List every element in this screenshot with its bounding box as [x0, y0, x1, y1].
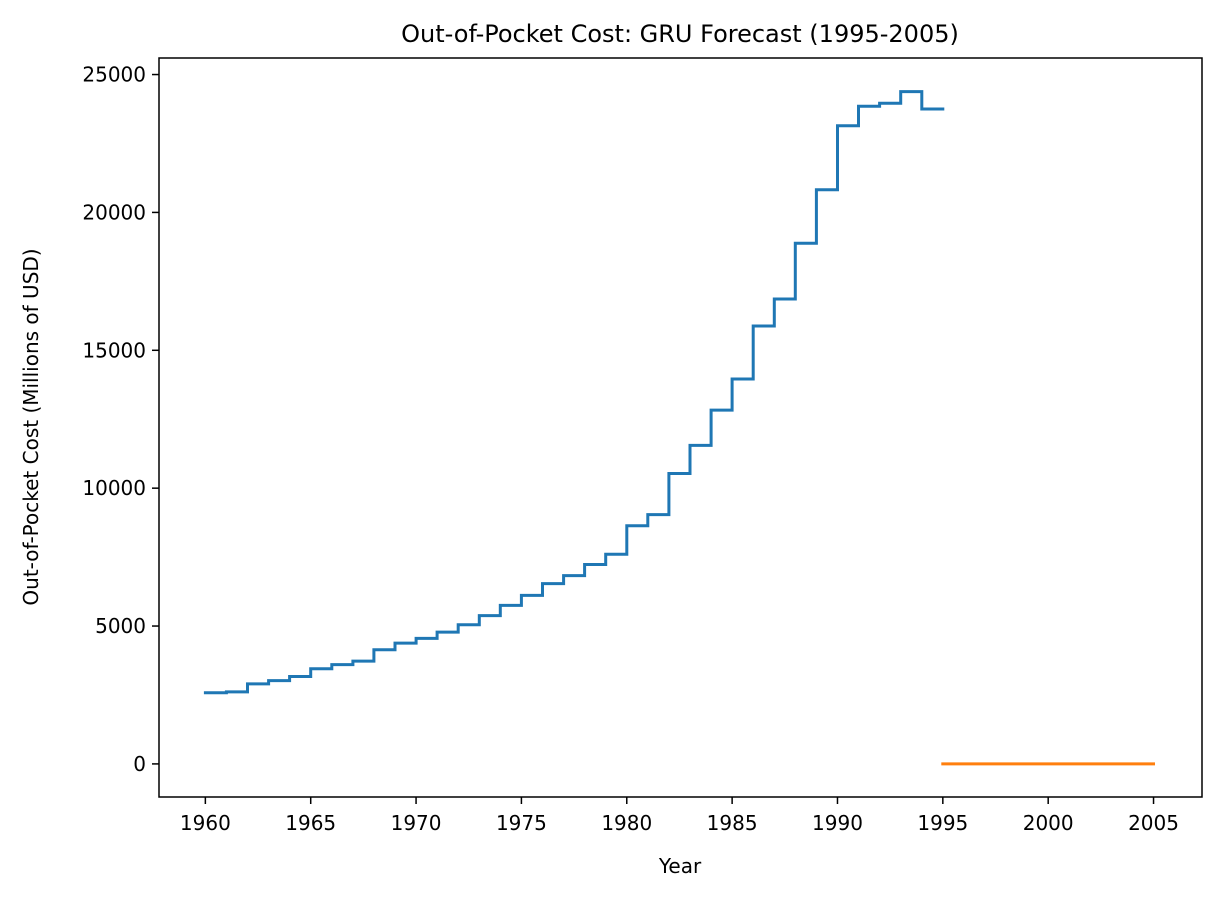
series-2-point [1152, 762, 1155, 765]
series-1-point [625, 524, 628, 527]
x-tick-label: 2005 [1128, 811, 1179, 835]
chart-title: Out-of-Pocket Cost: GRU Forecast (1995-2… [401, 20, 959, 48]
series-1-point [920, 108, 923, 110]
series-1-point [604, 553, 607, 556]
series-1-point [351, 660, 354, 663]
y-tick-label: 20000 [82, 200, 146, 224]
series-1-point [330, 663, 333, 666]
series-1-point [731, 378, 734, 380]
x-tick-label: 1975 [496, 811, 547, 835]
y-tick-label: 15000 [82, 338, 146, 362]
series-1-point [246, 682, 249, 685]
series-1-point [457, 623, 460, 626]
x-tick-label: 1985 [707, 811, 758, 835]
series-1-point [941, 108, 944, 110]
plot-frame [158, 57, 1203, 798]
series-1-point [667, 472, 670, 475]
series-1-point [309, 667, 312, 670]
series-1-point [752, 325, 755, 327]
y-tick-label: 10000 [82, 476, 146, 500]
series-1-point [836, 124, 839, 127]
x-tick-label: 1965 [285, 811, 336, 835]
series-1-point [794, 242, 797, 245]
x-axis-title: Year [658, 854, 702, 878]
series-1-point [225, 690, 228, 693]
series-1-point [583, 563, 586, 566]
series-1-point [689, 444, 691, 447]
series-1-point [478, 614, 481, 617]
series-2-point [941, 762, 944, 765]
series-1-point [899, 90, 902, 93]
x-tick-label: 1960 [180, 811, 231, 835]
series-1-point [394, 642, 396, 645]
series-1-point [541, 582, 544, 585]
series-1-point [436, 631, 439, 634]
series-line-1 [203, 90, 945, 695]
y-axis-title: Out-of-Pocket Cost (Millions of USD) [19, 248, 43, 605]
series-1-point [520, 594, 523, 597]
x-tick-label: 1990 [812, 811, 863, 835]
ticks-layer: 1960 1965 1970 1975 1980 1985 1990 1995 2000 2005… [82, 63, 1179, 835]
y-tick-label: 5000 [95, 614, 146, 638]
series-1-point [710, 409, 713, 412]
series-1-point [878, 102, 881, 105]
x-tick-label: 1980 [601, 811, 652, 835]
y-tick-label: 25000 [82, 63, 146, 87]
series-1-point [415, 637, 418, 640]
series-1-point [773, 298, 776, 300]
x-tick-label: 2000 [1023, 811, 1074, 835]
series-1-point [204, 691, 207, 694]
series-1-point [267, 679, 270, 682]
series-1-point [857, 105, 860, 108]
series-1-point [815, 188, 818, 191]
series-1-point [499, 604, 502, 607]
series-1-point [562, 574, 565, 577]
x-tick-label: 1970 [391, 811, 442, 835]
series-layer [203, 90, 1155, 766]
series-1-point [288, 675, 291, 678]
y-tick-label: 0 [133, 752, 146, 776]
series-1-point [646, 513, 649, 516]
x-tick-label: 1995 [917, 811, 968, 835]
series-1-point [372, 648, 375, 651]
